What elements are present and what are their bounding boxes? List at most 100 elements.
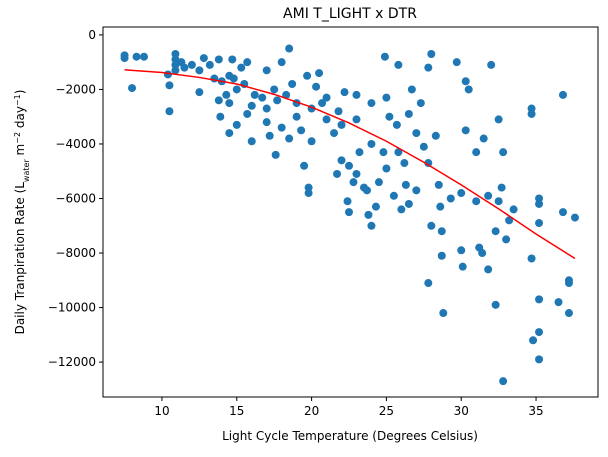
x-tick-label: 30 — [454, 404, 469, 418]
scatter-point — [478, 249, 487, 258]
scatter-point — [297, 126, 306, 135]
scatter-point — [487, 60, 496, 69]
scatter-point — [554, 298, 563, 307]
scatter-point — [229, 74, 238, 83]
scatter-point — [461, 77, 470, 86]
scatter-point — [494, 197, 503, 206]
scatter-point — [270, 85, 279, 94]
scatter-point — [180, 63, 189, 72]
y-axis-label-part: day — [13, 106, 27, 132]
scatter-point — [330, 129, 339, 138]
scatter-point — [570, 213, 579, 222]
scatter-point — [558, 208, 567, 217]
scatter-point — [457, 189, 466, 198]
y-axis-label: Daily Tranpiration Rate (Lwater m−2 day−… — [13, 90, 31, 335]
scatter-point — [140, 52, 149, 61]
scatter-point — [216, 112, 225, 121]
scatter-point — [431, 131, 440, 140]
scatter-point — [457, 246, 466, 255]
scatter-point — [277, 58, 286, 67]
scatter-point — [222, 90, 231, 99]
scatter-point — [232, 85, 241, 94]
scatter-point — [171, 66, 180, 75]
scatter-point — [273, 96, 282, 105]
scatter-point — [243, 109, 252, 118]
scatter-point — [337, 156, 346, 165]
scatter-point — [484, 265, 493, 274]
scatter-point — [304, 189, 313, 198]
scatter-point — [401, 180, 410, 189]
scatter-point — [367, 139, 376, 148]
x-tick-label: 20 — [304, 404, 319, 418]
scatter-point — [499, 148, 508, 157]
scatter-point — [416, 99, 425, 108]
scatter-point — [380, 52, 389, 61]
scatter-point — [271, 150, 280, 159]
scatter-point — [407, 85, 416, 94]
scatter-point — [292, 112, 301, 121]
y-axis-label-part: ) — [13, 90, 27, 95]
scatter-point — [128, 84, 137, 93]
scatter-point — [225, 99, 234, 108]
scatter-point — [535, 199, 544, 208]
y-tick-label: −6000 — [55, 192, 96, 206]
scatter-point — [307, 137, 316, 146]
x-axis-label: Light Cycle Temperature (Degrees Celsius… — [222, 429, 478, 443]
x-tick-label: 15 — [229, 404, 244, 418]
scatter-point — [232, 120, 241, 129]
y-axis-label-part: −2 — [13, 132, 22, 144]
scatter-point — [461, 126, 470, 135]
scatter-point — [434, 180, 443, 189]
scatter-point — [394, 60, 403, 69]
scatter-point — [250, 90, 259, 99]
scatter-point — [505, 216, 514, 225]
scatter-point — [472, 197, 481, 206]
scatter-point — [334, 107, 343, 116]
scatter-point — [364, 210, 373, 219]
y-tick-label: −4000 — [55, 137, 96, 151]
scatter-point — [527, 109, 536, 118]
scatter-point — [352, 115, 361, 124]
scatter-point — [205, 60, 214, 69]
scatter-point — [258, 93, 267, 102]
scatter-point — [464, 85, 473, 94]
scatter-point — [397, 205, 406, 214]
scatter-point — [262, 104, 271, 113]
scatter-point — [419, 142, 428, 151]
scatter-point — [318, 99, 327, 108]
scatter-point — [436, 202, 445, 211]
scatter-point — [315, 69, 324, 78]
scatter-point — [392, 120, 401, 129]
y-tick-label: −2000 — [55, 82, 96, 96]
scatter-point — [300, 161, 309, 170]
scatter-point — [214, 55, 223, 64]
scatter-point — [458, 262, 467, 271]
scatter-point — [424, 63, 433, 72]
scatter-point — [535, 295, 544, 304]
scatter-point — [529, 336, 538, 345]
scatter-point — [355, 148, 364, 157]
scatter-point — [491, 227, 500, 236]
scatter-point — [452, 58, 461, 67]
scatter-point — [312, 82, 321, 91]
scatter-point — [265, 131, 274, 140]
scatter-point — [535, 219, 544, 228]
scatter-point — [437, 227, 446, 236]
scatter-point — [228, 55, 237, 64]
scatter-point — [352, 169, 361, 178]
scatter-point — [262, 66, 271, 75]
scatter-point — [497, 183, 506, 192]
scatter-point — [367, 99, 376, 108]
scatter-point — [400, 159, 409, 168]
plot-frame — [102, 26, 599, 398]
scatter-point — [424, 159, 433, 168]
scatter-point — [564, 309, 573, 318]
scatter-point — [343, 197, 352, 206]
scatter-point — [247, 137, 256, 146]
scatter-point — [371, 202, 380, 211]
scatter-point — [385, 112, 394, 121]
scatter-point — [382, 164, 391, 173]
y-axis-label-part: m — [13, 144, 27, 160]
scatter-point — [345, 208, 354, 217]
